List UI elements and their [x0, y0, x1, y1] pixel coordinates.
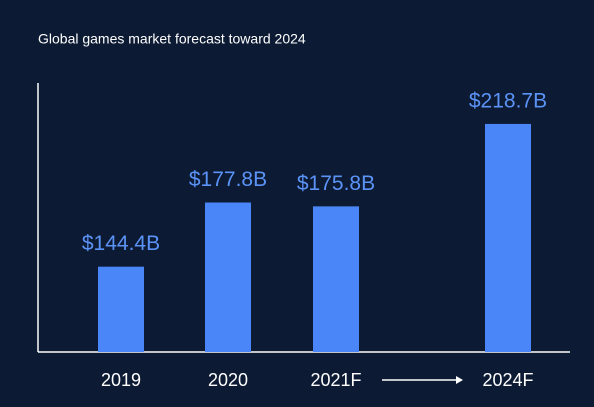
bar — [485, 123, 531, 353]
bar — [205, 202, 251, 352]
value-label: $218.7B — [469, 89, 547, 112]
x-tick-label: 2019 — [101, 370, 141, 390]
arrow-head — [456, 376, 463, 384]
value-label: $177.8B — [189, 168, 267, 191]
bar — [313, 206, 359, 352]
chart-title: Global games market forecast toward 2024 — [38, 31, 306, 47]
value-label: $144.4B — [82, 232, 160, 255]
x-tick-label: 2021F — [310, 370, 361, 390]
x-tick-label: 2020 — [208, 370, 248, 390]
x-tick-label: 2024F — [482, 370, 533, 390]
bar — [98, 266, 144, 352]
value-label: $175.8B — [297, 172, 375, 195]
